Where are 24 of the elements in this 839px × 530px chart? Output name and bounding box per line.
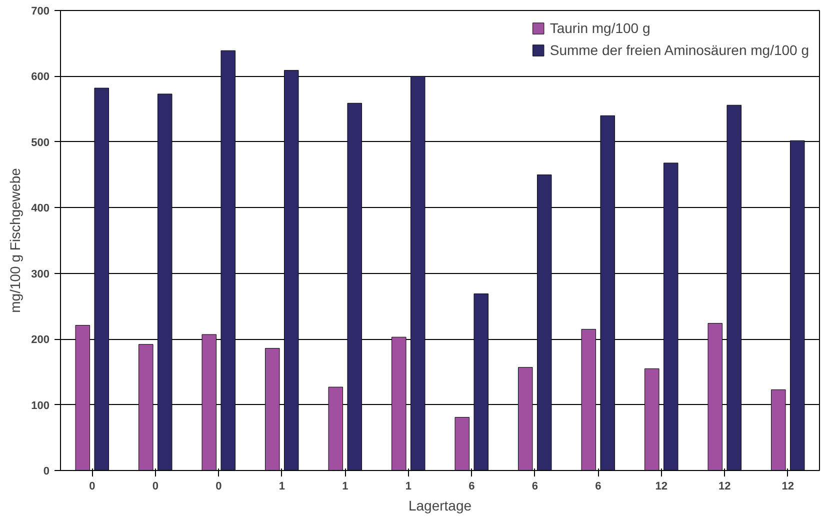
- x-tick-label: 0: [89, 480, 96, 492]
- y-tick-label: 100: [31, 400, 50, 412]
- x-tick-label: 1: [405, 480, 412, 492]
- y-tick-label: 0: [43, 466, 50, 478]
- y-tick-label: 200: [31, 334, 50, 346]
- x-tick-label: 6: [595, 480, 602, 492]
- x-axis-title: Lagertage: [408, 498, 472, 514]
- x-tick-label: 6: [532, 480, 538, 492]
- x-tick-label: 0: [152, 480, 158, 492]
- y-axis-title: mg/100 g Fischgewebe: [7, 168, 24, 313]
- x-tick-label: 1: [278, 480, 285, 492]
- y-tick-label: 600: [31, 71, 50, 84]
- x-tick-label: 12: [718, 480, 731, 492]
- x-tick-label: 0: [216, 480, 222, 492]
- x-tick-label: 12: [655, 480, 668, 492]
- x-tick-label: 1: [342, 480, 348, 492]
- y-tick-label: 400: [31, 202, 50, 215]
- y-tick-label: 300: [31, 268, 50, 280]
- y-tick-label: 500: [31, 136, 50, 149]
- x-tick-label: 12: [782, 480, 794, 492]
- legend-label: Taurin mg/100 g: [550, 20, 650, 36]
- legend-label: Summe der freien Aminosäuren mg/100 g: [550, 42, 809, 58]
- y-tick-label: 700: [31, 6, 50, 18]
- x-tick-label: 6: [468, 480, 475, 492]
